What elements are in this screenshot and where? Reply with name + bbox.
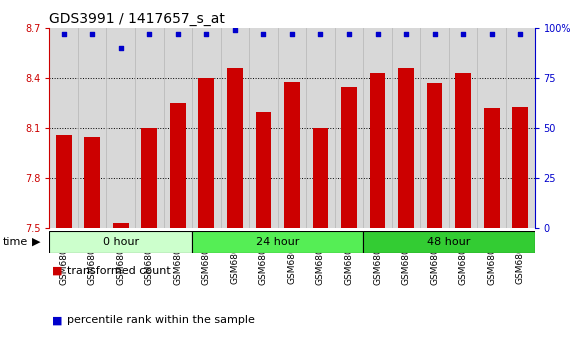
Point xyxy=(88,32,97,37)
Bar xyxy=(278,28,306,228)
Text: ■: ■ xyxy=(52,266,63,276)
Point xyxy=(430,32,439,37)
Bar xyxy=(49,28,78,228)
Point xyxy=(202,32,211,37)
Bar xyxy=(249,28,278,228)
Bar xyxy=(484,108,500,228)
Point xyxy=(59,32,69,37)
Bar xyxy=(421,28,449,228)
Bar xyxy=(449,28,478,228)
Bar xyxy=(78,28,106,228)
Bar xyxy=(335,28,363,228)
Point xyxy=(173,32,182,37)
Point xyxy=(345,32,354,37)
Text: ▶: ▶ xyxy=(32,237,41,247)
Bar xyxy=(341,87,357,228)
Point xyxy=(287,32,296,37)
Text: 24 hour: 24 hour xyxy=(256,237,299,247)
Bar xyxy=(192,231,363,253)
Bar xyxy=(363,231,535,253)
Bar xyxy=(141,128,157,228)
Point xyxy=(230,28,239,33)
Bar xyxy=(363,28,392,228)
Point xyxy=(487,32,496,37)
Text: GDS3991 / 1417657_s_at: GDS3991 / 1417657_s_at xyxy=(49,12,225,27)
Text: percentile rank within the sample: percentile rank within the sample xyxy=(67,315,254,325)
Bar xyxy=(398,68,414,228)
Point xyxy=(401,32,411,37)
Bar xyxy=(199,78,214,228)
Bar xyxy=(478,28,506,228)
Point xyxy=(458,32,468,37)
Bar xyxy=(227,68,243,228)
Bar xyxy=(456,73,471,228)
Text: 0 hour: 0 hour xyxy=(103,237,139,247)
Bar xyxy=(313,128,328,228)
Bar xyxy=(427,83,443,228)
Point xyxy=(145,32,154,37)
Bar xyxy=(84,137,100,228)
Bar xyxy=(306,28,335,228)
Bar xyxy=(392,28,421,228)
Point xyxy=(116,45,125,51)
Point xyxy=(259,32,268,37)
Text: 48 hour: 48 hour xyxy=(427,237,471,247)
Point xyxy=(373,32,382,37)
Point xyxy=(515,32,525,37)
Bar xyxy=(512,107,528,228)
Bar xyxy=(135,28,163,228)
Point xyxy=(316,32,325,37)
Bar xyxy=(113,223,128,228)
Bar xyxy=(370,73,385,228)
Text: transformed count: transformed count xyxy=(67,266,171,276)
Bar xyxy=(256,112,271,228)
Bar xyxy=(163,28,192,228)
Bar xyxy=(506,28,535,228)
Bar xyxy=(170,103,186,228)
Bar xyxy=(56,135,71,228)
Bar xyxy=(284,82,300,228)
Bar xyxy=(49,231,192,253)
Bar xyxy=(106,28,135,228)
Bar xyxy=(221,28,249,228)
Text: time: time xyxy=(3,237,28,247)
Text: ■: ■ xyxy=(52,315,63,325)
Bar xyxy=(192,28,221,228)
